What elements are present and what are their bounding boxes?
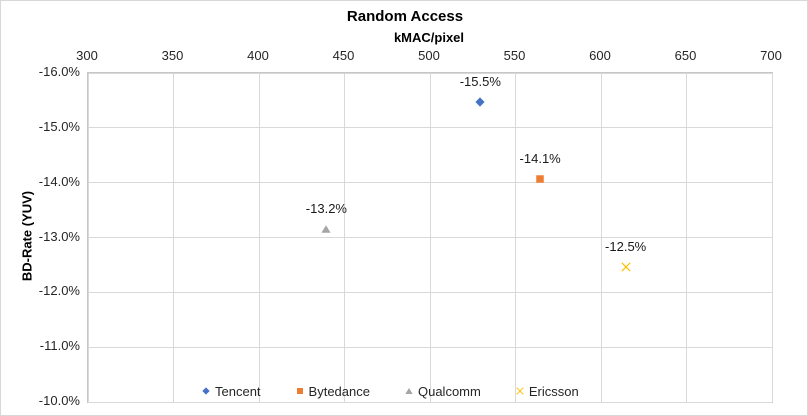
chart-title: Random Access bbox=[346, 8, 464, 25]
diamond-icon bbox=[202, 387, 210, 395]
triangle-marker-icon bbox=[321, 224, 331, 233]
x-tick-label: 300 bbox=[76, 48, 98, 63]
y-tick-label: -13.0% bbox=[38, 228, 80, 244]
y-tick-label: -16.0% bbox=[38, 64, 80, 79]
legend-label: Tencent bbox=[215, 383, 261, 399]
data-point-bytedance bbox=[535, 171, 545, 189]
legend-item-qualcomm: Qualcomm bbox=[405, 384, 481, 399]
horizontal-gridline bbox=[88, 346, 772, 348]
square-icon bbox=[296, 388, 303, 394]
data-label-tencent: -15.5% bbox=[459, 74, 501, 90]
legend-item-tencent: Tencent bbox=[202, 384, 261, 399]
data-label-ericsson: -12.5% bbox=[605, 238, 647, 254]
diamond-marker-icon bbox=[475, 97, 485, 107]
y-tick-label: -10.0% bbox=[38, 393, 80, 408]
x-tick-label: 500 bbox=[418, 48, 440, 63]
data-label-bytedance: -14.1% bbox=[519, 151, 561, 167]
x-axis-title: kMAC/pixel bbox=[393, 30, 465, 45]
square-marker-icon bbox=[536, 175, 544, 183]
data-point-qualcomm bbox=[321, 221, 331, 239]
legend-item-ericsson: Ericsson bbox=[516, 384, 579, 399]
horizontal-gridline bbox=[88, 127, 772, 129]
horizontal-gridline bbox=[88, 237, 772, 238]
triangle-icon bbox=[405, 388, 413, 394]
horizontal-gridline bbox=[88, 291, 772, 293]
x-tick-label: 550 bbox=[503, 48, 526, 63]
legend-label: Ericsson bbox=[528, 383, 579, 399]
data-point-ericsson bbox=[621, 259, 631, 277]
legend-label: Qualcomm bbox=[417, 383, 481, 399]
y-tick-label: -15.0% bbox=[38, 118, 80, 134]
horizontal-gridline bbox=[88, 72, 772, 74]
x-tick-label: 400 bbox=[247, 48, 269, 63]
x-tick-label: 650 bbox=[674, 48, 697, 63]
x-icon bbox=[516, 387, 524, 395]
x-tick-label: 350 bbox=[161, 48, 184, 63]
data-label-qualcomm: -13.2% bbox=[305, 200, 347, 216]
y-tick-label: -14.0% bbox=[38, 173, 80, 189]
vertical-gridline bbox=[771, 73, 773, 402]
x-tick-label: 700 bbox=[760, 48, 782, 63]
horizontal-gridline bbox=[88, 401, 772, 403]
x-tick-label: 450 bbox=[332, 48, 355, 63]
legend: Tencent Bytedance Qualcomm Ericsson bbox=[202, 382, 579, 400]
y-tick-label: -11.0% bbox=[39, 338, 80, 354]
plot-area bbox=[87, 72, 773, 403]
y-tick-label: -12.0% bbox=[38, 283, 80, 299]
legend-item-bytedance: Bytedance bbox=[296, 384, 370, 399]
data-point-tencent bbox=[475, 94, 485, 112]
legend-label: Bytedance bbox=[308, 383, 370, 399]
x-tick-label: 600 bbox=[589, 48, 611, 63]
x-marker-icon bbox=[621, 262, 631, 272]
horizontal-gridline bbox=[88, 182, 772, 184]
